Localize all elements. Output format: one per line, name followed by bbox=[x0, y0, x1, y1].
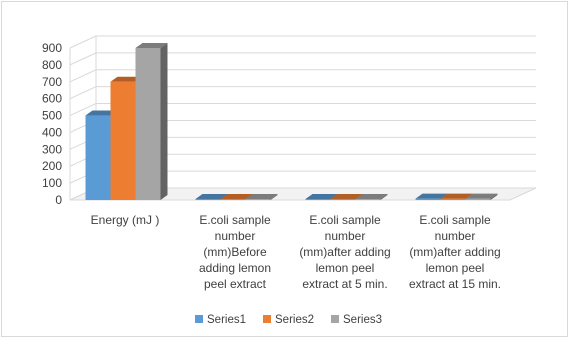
y-tick-label: 200 bbox=[42, 159, 62, 173]
bar-side bbox=[380, 193, 388, 200]
bars bbox=[85, 43, 498, 200]
bar-top bbox=[195, 193, 228, 199]
bar-front bbox=[245, 198, 271, 200]
legend-entry-series3: Series3 bbox=[331, 314, 382, 326]
bar-series3-1 bbox=[245, 193, 278, 200]
legend-entry-series1: Series1 bbox=[195, 314, 246, 326]
bar-series3-3 bbox=[465, 193, 498, 200]
x-category-label: E.coli sample number (mm)after adding lemon… bbox=[299, 213, 390, 291]
bar-front bbox=[220, 198, 246, 200]
y-tick-label: 300 bbox=[42, 142, 62, 156]
bar-top bbox=[220, 193, 253, 199]
bar-top bbox=[305, 193, 338, 199]
x-category-label: E.coli sample number (mm)Before adding lemo… bbox=[199, 213, 271, 291]
bar-side bbox=[270, 193, 278, 200]
y-tick-label: 600 bbox=[42, 92, 62, 106]
y-tick-label: 800 bbox=[42, 58, 62, 72]
bar-side bbox=[490, 193, 498, 200]
bar-front bbox=[195, 198, 221, 200]
bar-series3-0 bbox=[135, 43, 168, 200]
y-tick-label: 900 bbox=[42, 41, 62, 55]
category-labels: Energy (mJ ) E.coli sample number (mm)Befor… bbox=[91, 213, 501, 291]
bar-front bbox=[330, 198, 356, 200]
bar-top bbox=[85, 110, 118, 116]
legend-swatch bbox=[331, 315, 339, 323]
legend-entry-series2: Series2 bbox=[263, 314, 314, 326]
x-category-label: E.coli sample number (mm)after adding lemon… bbox=[409, 213, 501, 291]
y-tick-label: 100 bbox=[42, 176, 62, 190]
legend: Series1 Series2 Series3 bbox=[195, 314, 382, 326]
y-tick-label: 500 bbox=[42, 109, 62, 123]
legend-label: Series3 bbox=[343, 314, 382, 326]
bar-front bbox=[305, 198, 331, 200]
bar-top bbox=[110, 76, 143, 82]
bar-front bbox=[85, 115, 111, 200]
legend-label: Series2 bbox=[275, 314, 314, 326]
bar-front bbox=[465, 198, 491, 200]
bar-front bbox=[135, 48, 161, 200]
bar-top bbox=[245, 193, 278, 199]
legend-swatch bbox=[263, 315, 271, 323]
bar-front bbox=[440, 198, 466, 200]
bar-front bbox=[415, 198, 441, 200]
legend-label: Series1 bbox=[207, 314, 246, 326]
bar-series3-2 bbox=[355, 193, 388, 200]
bar-top bbox=[355, 193, 388, 199]
legend-swatch bbox=[195, 315, 203, 323]
bar-side bbox=[160, 43, 168, 200]
bar-top bbox=[440, 193, 473, 199]
y-axis-tick-labels: 0 100 200 300 400 500 600 700 800 900 bbox=[42, 41, 62, 207]
bar-top bbox=[330, 193, 363, 199]
bar-top bbox=[465, 193, 498, 199]
bar-front bbox=[355, 198, 381, 200]
bar-top bbox=[135, 43, 168, 48]
y-tick-label: 400 bbox=[42, 125, 62, 139]
bar-top bbox=[415, 193, 448, 199]
y-tick-label: 700 bbox=[42, 75, 62, 89]
x-category-label: Energy (mJ ) bbox=[91, 213, 160, 227]
bar-front bbox=[110, 81, 136, 200]
y-tick-label: 0 bbox=[55, 193, 62, 207]
